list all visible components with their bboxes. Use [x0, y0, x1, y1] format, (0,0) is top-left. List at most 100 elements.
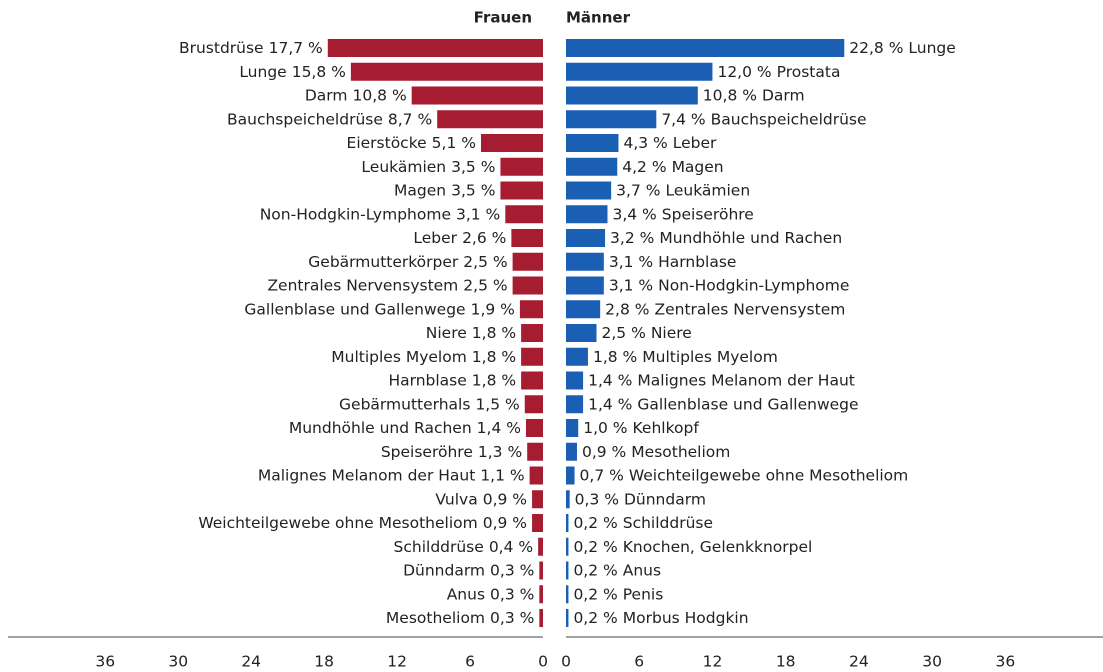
bar-label: Malignes Melanom der Haut 1,1 %: [258, 466, 525, 484]
category-label: Schilddrüse: [394, 537, 484, 555]
bar: [566, 205, 608, 224]
category-label: Vulva: [435, 490, 477, 508]
category-label: Gallenblase und Gallenwege: [244, 300, 465, 318]
value-label: 10,8 %: [353, 86, 407, 104]
value-label: 1,9 %: [471, 300, 515, 318]
bar: [505, 205, 543, 224]
bar: [411, 86, 543, 105]
category-label: Niere: [651, 324, 692, 342]
category-label: Harnblase: [388, 371, 466, 389]
category-label: Mundhöhle und Rachen: [659, 229, 842, 247]
bar: [566, 466, 575, 485]
bar: [327, 39, 543, 57]
category-label: Mesotheliom: [631, 442, 730, 460]
category-label: Leukämien: [361, 157, 446, 175]
category-label: Dünndarm: [403, 561, 485, 579]
bar-label: 1,0 % Kehlkopf: [583, 419, 699, 437]
bar-label: 4,3 % Leber: [623, 134, 717, 152]
value-label: 10,8 %: [703, 86, 757, 104]
value-label: 3,1 %: [456, 205, 500, 223]
bar: [566, 252, 604, 271]
bar: [521, 347, 543, 366]
bar: [566, 419, 579, 437]
value-label: 1,3 %: [478, 442, 522, 460]
bar: [519, 300, 543, 319]
bar-label: 4,2 % Magen: [622, 157, 723, 175]
value-label: 5,1 %: [432, 134, 476, 152]
bar: [566, 276, 604, 295]
bar: [566, 62, 713, 81]
bar-label: Magen 3,5 %: [394, 181, 495, 199]
bar: [566, 157, 618, 176]
bar-label: 1,4 % Gallenblase und Gallenwege: [588, 395, 858, 413]
x-tick-label: 36: [95, 653, 115, 671]
value-label: 4,2 %: [622, 157, 666, 175]
value-label: 0,9 %: [483, 514, 527, 532]
category-label: Magen: [394, 181, 446, 199]
bar-label: 3,2 % Mundhöhle und Rachen: [610, 229, 842, 247]
category-label: Darm: [305, 86, 348, 104]
bar-label: 0,2 % Anus: [573, 561, 661, 579]
category-label: Speiseröhre: [381, 442, 473, 460]
bar: [539, 585, 543, 604]
bar-label: Speiseröhre 1,3 %: [381, 442, 522, 460]
bar-label: 10,8 % Darm: [703, 86, 805, 104]
category-label: Gebärmutterkörper: [308, 252, 459, 270]
value-label: 1,0 %: [583, 419, 627, 437]
category-label: Multiples Myelom: [331, 347, 467, 365]
value-label: 1,8 %: [472, 371, 516, 389]
value-label: 0,3 %: [575, 490, 619, 508]
bar: [566, 395, 584, 414]
value-label: 0,4 %: [489, 537, 533, 555]
bar: [566, 490, 570, 509]
bar: [566, 229, 606, 247]
category-label: Non-Hodgkin-Lymphome: [260, 205, 451, 223]
bar: [500, 181, 543, 200]
bar-label: Multiples Myelom 1,8 %: [331, 347, 516, 365]
bar: [566, 39, 845, 57]
bar-label: Gebärmutterkörper 2,5 %: [308, 252, 507, 270]
bar-label: Darm 10,8 %: [305, 86, 407, 104]
value-label: 0,2 %: [573, 609, 617, 627]
bar: [566, 537, 569, 556]
bar-label: 3,1 % Non-Hodgkin-Lymphome: [609, 276, 850, 294]
bar: [539, 609, 543, 627]
bar-label: Dünndarm 0,3 %: [403, 561, 534, 579]
bar-label: 3,7 % Leukämien: [616, 181, 750, 199]
bar-label: Gebärmutterhals 1,5 %: [339, 395, 520, 413]
value-label: 1,4 %: [588, 371, 632, 389]
category-label: Morbus Hodgkin: [623, 609, 749, 627]
bar: [512, 252, 543, 271]
bar-label: 2,8 % Zentrales Nervensystem: [605, 300, 845, 318]
bar: [566, 324, 597, 342]
value-label: 1,8 %: [472, 347, 516, 365]
category-label: Brustdrüse: [179, 39, 264, 57]
bar-label: Niere 1,8 %: [426, 324, 516, 342]
value-label: 1,8 %: [472, 324, 516, 342]
category-label: Multiples Myelom: [642, 347, 778, 365]
value-label: 0,7 %: [580, 466, 624, 484]
value-label: 0,2 %: [573, 561, 617, 579]
bar: [480, 134, 543, 152]
category-label: Weichteilgewebe ohne Mesotheliom: [629, 466, 908, 484]
bar-label: Non-Hodgkin-Lymphome 3,1 %: [260, 205, 501, 223]
x-tick-label: 6: [634, 653, 644, 671]
x-tick-label: 18: [776, 653, 796, 671]
bar: [566, 86, 698, 105]
category-label: Gallenblase und Gallenwege: [637, 395, 858, 413]
value-label: 1,4 %: [477, 419, 521, 437]
bar: [566, 514, 569, 532]
bar-label: Gallenblase und Gallenwege 1,9 %: [244, 300, 514, 318]
category-label: Darm: [762, 86, 805, 104]
category-label: Niere: [426, 324, 467, 342]
bar: [566, 371, 584, 390]
value-label: 1,8 %: [593, 347, 637, 365]
bar-label: 22,8 % Lunge: [849, 39, 956, 57]
bar: [539, 561, 543, 580]
category-label: Malignes Melanom der Haut: [637, 371, 854, 389]
panel-title: Männer: [566, 9, 631, 27]
value-label: 0,3 %: [490, 585, 534, 603]
value-label: 0,3 %: [490, 609, 534, 627]
bar: [566, 300, 601, 319]
